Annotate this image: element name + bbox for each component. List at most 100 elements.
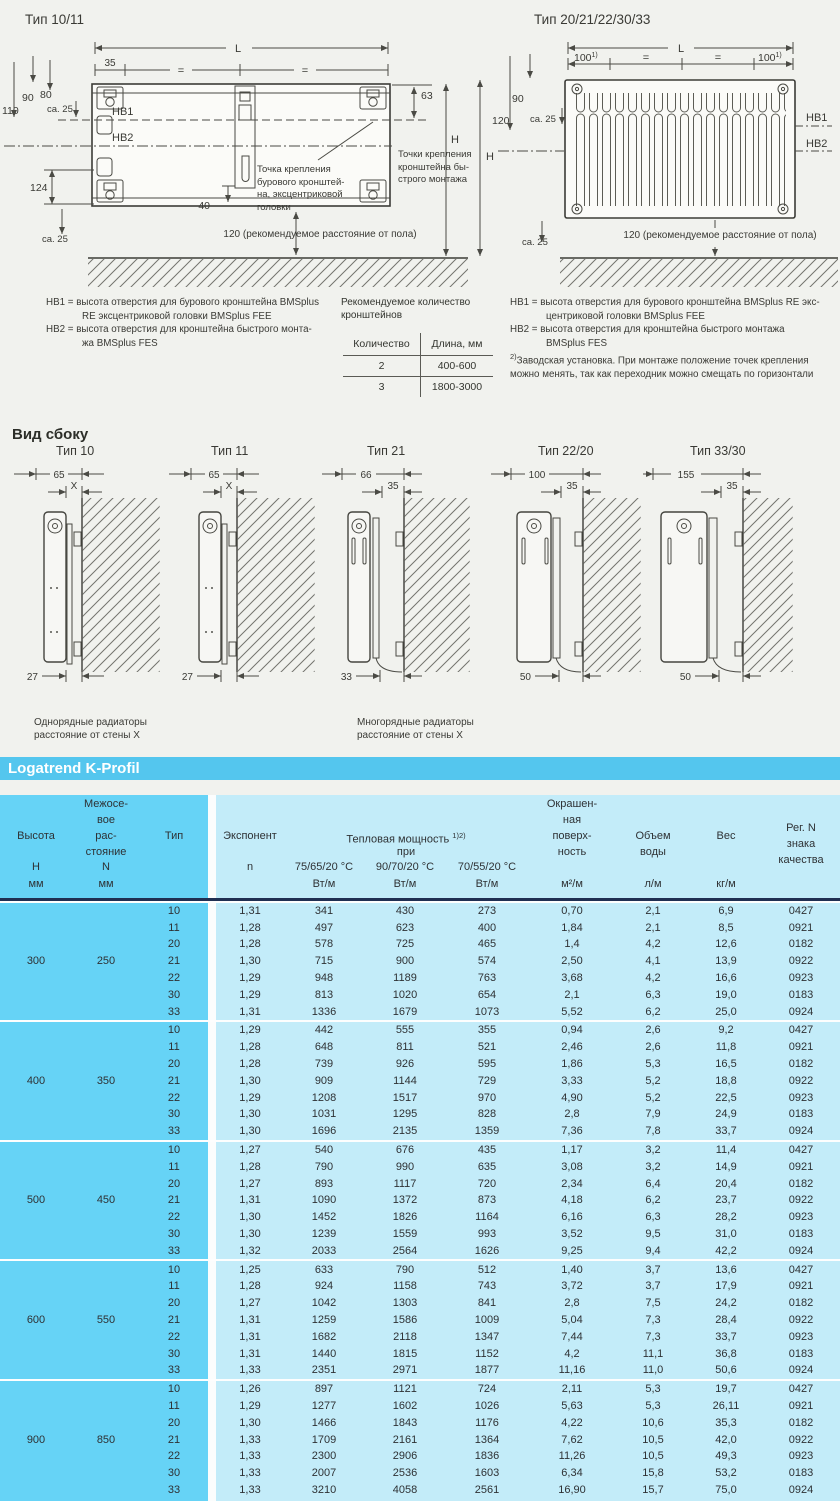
table-cell: 75,0	[715, 1483, 737, 1496]
dim-equal: =	[302, 65, 308, 77]
table-cell: 1602	[392, 1400, 418, 1412]
col-sym-spacing: N	[102, 861, 110, 873]
table-cell: 0182	[788, 938, 814, 951]
bracket-col-length: Длина, мм	[431, 338, 483, 350]
table-cell: 2,8	[564, 1108, 580, 1121]
side-view-type-11-diagram: 65 X 27	[169, 468, 315, 683]
table-cell: 0923	[788, 1450, 814, 1463]
row-type-value: 21	[167, 955, 181, 968]
dim-H: H	[486, 151, 494, 163]
table-cell: 1073	[474, 1005, 500, 1018]
group-spacing-value: 250	[96, 955, 116, 968]
dim-90: 90	[512, 93, 524, 105]
drill-bracket-label: Точка крепления бурового кронштей- на, э…	[257, 164, 345, 213]
table-cell: 1364	[474, 1433, 500, 1446]
table-cell: 11,4	[715, 1144, 737, 1157]
center-mount-strip	[234, 85, 256, 189]
table-cell: 4,22	[561, 1416, 583, 1429]
table-cell: 893	[314, 1177, 334, 1190]
table-cell: 13,6	[715, 1263, 737, 1276]
table-cell: 50,6	[715, 1364, 737, 1377]
quick-mount-label: Точки крепления кронштейна бы- строго мо…	[398, 149, 472, 185]
table-cell: 720	[477, 1177, 497, 1190]
hb1-label: HB1	[112, 106, 133, 118]
table-group: 500 450 10 1,27 540 676 435 1,17 3,2 11,4 0427 11 1,…	[0, 1139, 840, 1260]
table-cell: 0183	[788, 988, 814, 1001]
dim-100-right: 1001)	[758, 52, 782, 64]
table-cell: 1,29	[239, 972, 261, 985]
table-band-gap	[208, 795, 216, 1501]
bracket-bottom-left	[96, 179, 124, 203]
table-cell: 0922	[788, 955, 814, 968]
table-cell: 36,8	[715, 1347, 737, 1360]
table-cell: 2,1	[645, 904, 661, 917]
table-cell: 35,3	[715, 1416, 737, 1429]
row-type-value: 21	[167, 1074, 181, 1087]
bracket-count-table: Рекомендуемое количество кронштейнов Кол…	[341, 296, 497, 397]
table-cell: 0427	[788, 904, 814, 917]
row-type-value: 30	[167, 1347, 181, 1360]
table-cell: 0924	[788, 1005, 814, 1018]
group-height-value: 600	[26, 1314, 46, 1327]
group-height-value: 500	[26, 1194, 46, 1207]
table-header: Высота H мм Межосе- вое рас- стояние N м…	[0, 795, 840, 898]
table-cell: 2,34	[561, 1177, 583, 1190]
dim-90: 90	[22, 92, 34, 104]
col-header-surface: Окрашен- ная поверх- ность	[546, 798, 598, 858]
col-temp-70: 70/55/20 °C	[457, 861, 517, 873]
side-view-type-33-30-diagram: 155 35 50	[643, 468, 793, 683]
table-cell: 1,29	[239, 1024, 261, 1037]
table-cell: 1,33	[239, 1450, 261, 1463]
table-cell: 2033	[311, 1244, 337, 1257]
table-cell: 1,33	[239, 1364, 261, 1377]
table-cell: 1626	[474, 1244, 500, 1257]
table-cell: 430	[395, 904, 415, 917]
table-cell: 1042	[311, 1297, 337, 1310]
row-type-value: 22	[167, 972, 181, 985]
table-cell: 31,0	[715, 1228, 737, 1241]
group-height-value: 900	[26, 1433, 46, 1446]
dim-110: 110	[2, 105, 19, 117]
row-type-value: 20	[167, 1297, 181, 1310]
row-type-value: 11	[168, 921, 180, 934]
table-cell: 0923	[788, 1330, 814, 1343]
table-cell: 0,70	[561, 904, 583, 917]
side-view-type-21-diagram: 66 35 33	[322, 468, 470, 683]
table-cell: 2,8	[564, 1297, 580, 1310]
table-cell: 5,2	[645, 1074, 661, 1087]
side-view-title-11: Тип 11	[211, 444, 249, 458]
dim-40: 40	[198, 200, 210, 212]
table-cell: 11,0	[642, 1364, 664, 1377]
table-cell: 1440	[311, 1347, 337, 1360]
table-cell: 6,3	[645, 988, 661, 1001]
caption-single-row: Однорядные радиаторы расстояние от стены…	[34, 717, 147, 741]
table-cell: 2,46	[561, 1041, 583, 1054]
table-cell: 1836	[474, 1450, 500, 1463]
table-cell: 970	[477, 1091, 497, 1104]
table-cell: 5,52	[561, 1005, 583, 1018]
table-cell: 49,3	[715, 1450, 737, 1463]
table-cell: 0427	[788, 1024, 814, 1037]
table-cell: 5,63	[561, 1400, 583, 1412]
table-cell: 1709	[311, 1433, 337, 1446]
table-cell: 654	[477, 988, 497, 1001]
col-header-volume: Объем воды	[635, 830, 671, 858]
table-cell: 14,9	[715, 1160, 737, 1173]
table-cell: 9,5	[645, 1228, 661, 1241]
table-group: 300 250 10 1,31 341 430 273 0,70 2,1 6,9 0427 11 1,2…	[0, 900, 840, 1021]
table-cell: 8,5	[718, 921, 734, 934]
table-cell: 2,6	[645, 1041, 661, 1054]
table-cell: 763	[477, 972, 497, 985]
hb2-label: HB2	[806, 138, 827, 150]
col-sym-height: H	[32, 861, 40, 873]
svg-text:35: 35	[726, 481, 738, 492]
table-cell: 5,04	[561, 1314, 583, 1327]
table-cell: 1,31	[239, 1347, 261, 1360]
table-cell: 2135	[392, 1125, 418, 1138]
table-cell: 2971	[392, 1364, 418, 1377]
table-cell: 0921	[788, 1160, 814, 1173]
table-cell: 1,30	[239, 1125, 261, 1138]
floor-hatch	[560, 259, 838, 287]
table-cell: 341	[314, 904, 334, 917]
dim-80: 80	[40, 89, 52, 101]
